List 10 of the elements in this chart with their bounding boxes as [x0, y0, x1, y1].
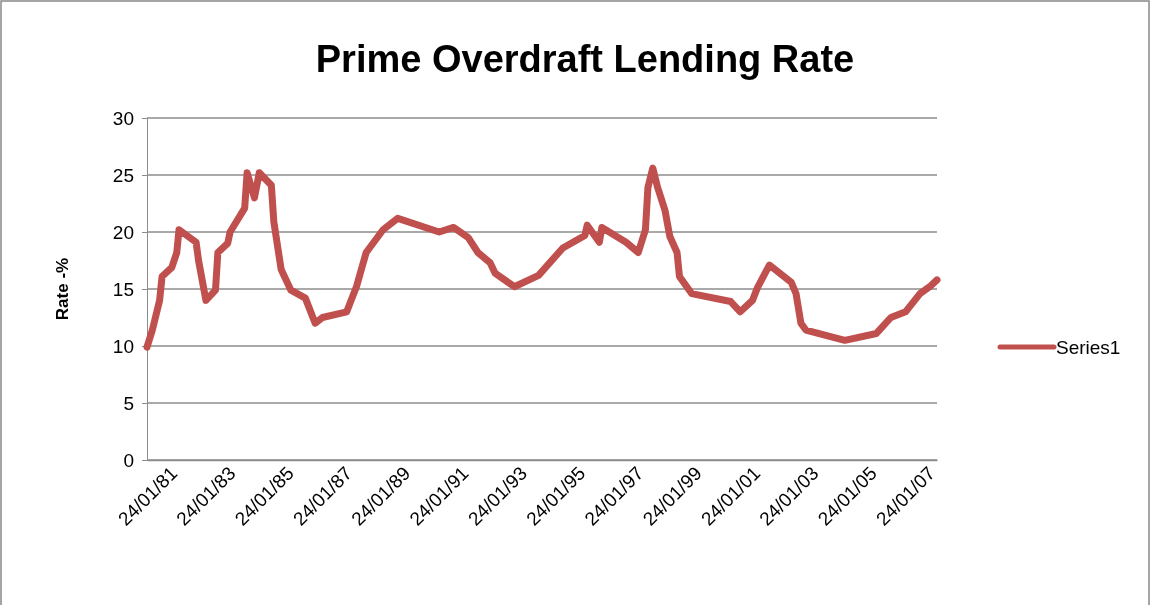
y-tick-label: 20 — [112, 221, 134, 243]
y-tick-label: 15 — [112, 278, 134, 300]
y-tick-label: 5 — [123, 392, 134, 414]
y-axis-title: Rate -% — [53, 257, 72, 321]
legend-label: Series1 — [1056, 336, 1121, 358]
y-tick-label: 25 — [112, 164, 134, 186]
y-tick-label: 30 — [112, 107, 134, 129]
y-tick-label: 10 — [112, 335, 134, 357]
y-tick-label: 0 — [123, 449, 134, 471]
chart-title: Prime Overdraft Lending Rate — [315, 38, 855, 80]
